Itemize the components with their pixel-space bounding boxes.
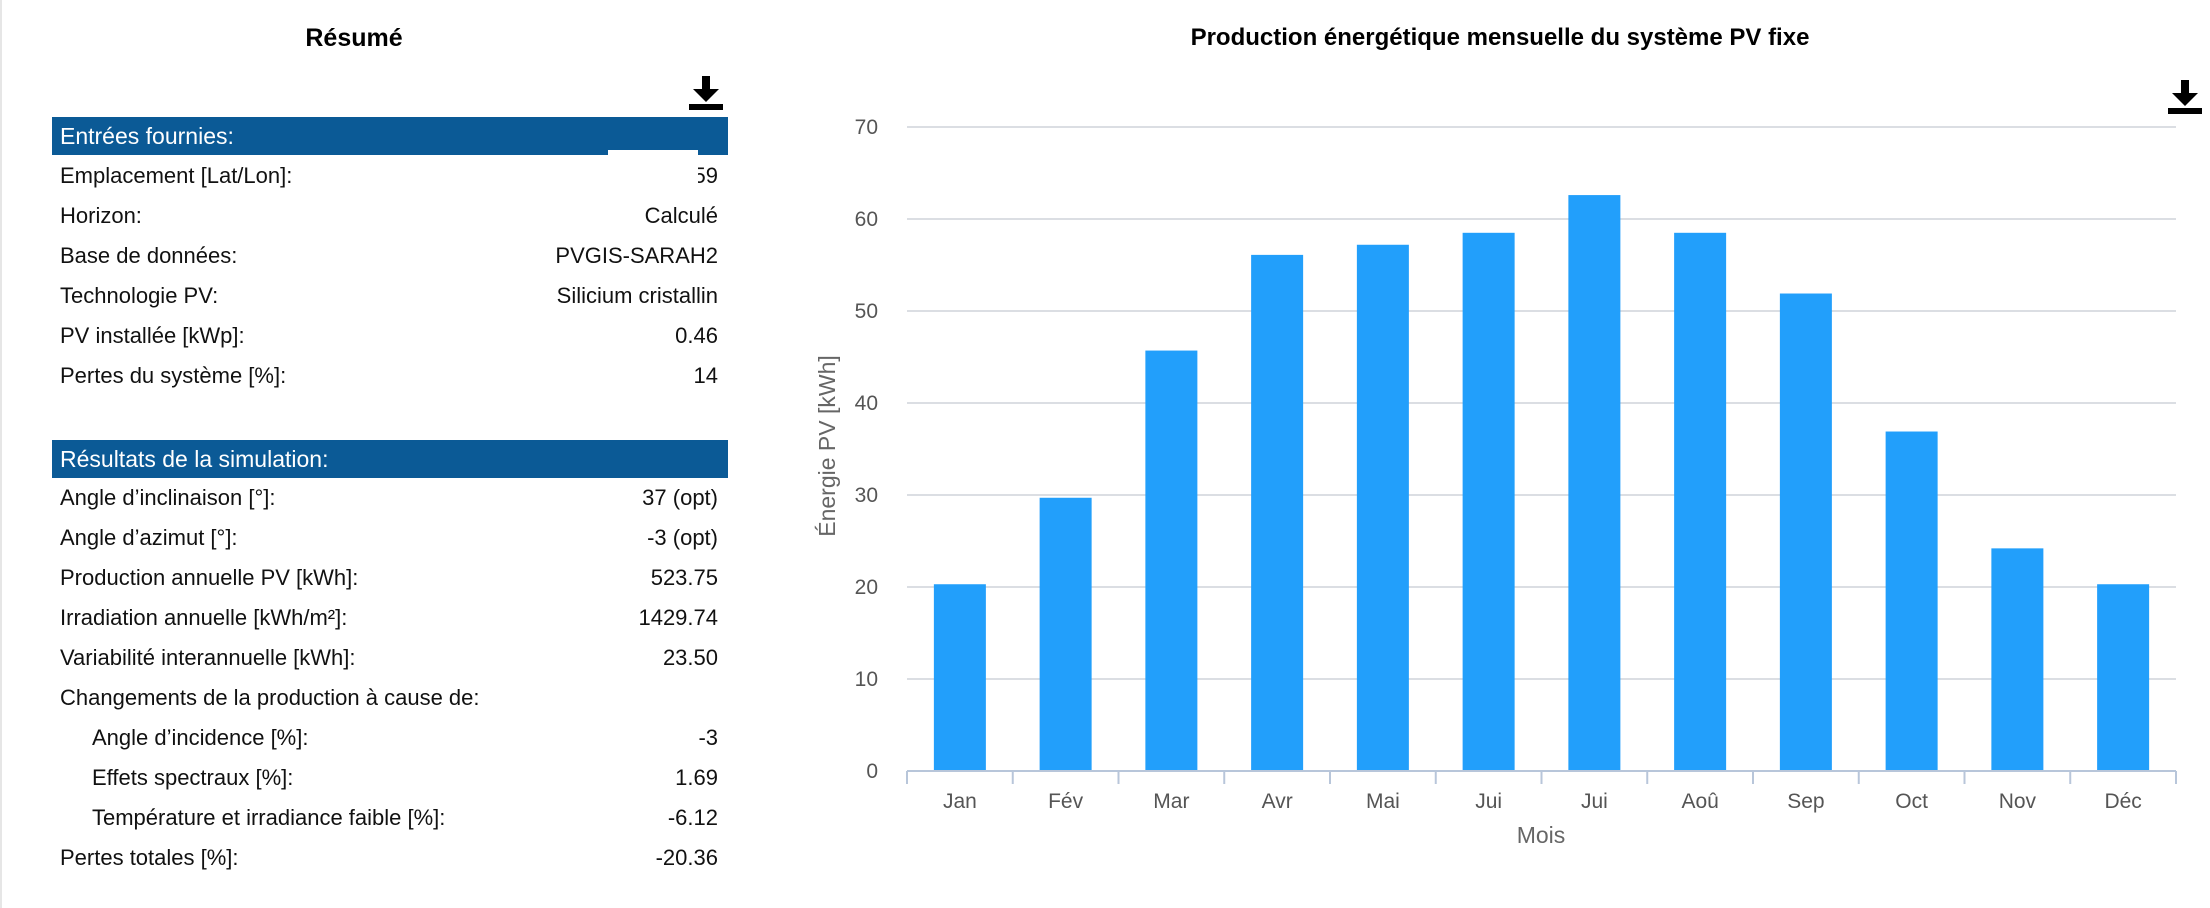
y-tick-label: 20 xyxy=(855,576,878,599)
y-tick-label: 70 xyxy=(855,116,878,139)
row-label: Variabilité interannuelle [kWh]: xyxy=(60,645,356,670)
chart-download-button[interactable] xyxy=(2168,80,2202,116)
row-label: Horizon: xyxy=(60,203,142,228)
panel-left-border xyxy=(0,0,2,908)
summary-row: Pertes du système [%]: 14 xyxy=(52,356,718,396)
summary-row: Technologie PV: Silicium cristallin xyxy=(52,276,718,316)
row-label: Emplacement [Lat/Lon]: xyxy=(60,163,293,188)
summary-row: Horizon: Calculé xyxy=(52,196,718,236)
row-label: Changements de la production à cause de: xyxy=(60,685,480,710)
summary-row: Production annuelle PV [kWh]: 523.75 xyxy=(52,558,718,598)
row-value: 1.69 xyxy=(675,765,718,790)
x-axis-title: Mois xyxy=(1517,822,1566,848)
summary-download-button[interactable] xyxy=(689,76,723,112)
bar-7[interactable] xyxy=(1568,195,1621,771)
x-tick-label: Oct xyxy=(1895,790,1928,813)
download-icon xyxy=(2168,80,2202,114)
row-label: Base de données: xyxy=(60,243,238,268)
row-value: 37 (opt) xyxy=(642,485,718,510)
bar-1[interactable] xyxy=(933,584,986,771)
bar-3[interactable] xyxy=(1145,350,1198,771)
bar-10[interactable] xyxy=(1885,431,1938,771)
x-tick-label: Déc xyxy=(2104,790,2141,813)
summary-row: Variabilité interannuelle [kWh]: 23.50 xyxy=(52,638,718,678)
summary-row: Angle d’incidence [%]: -3 xyxy=(52,718,718,758)
summary-row: PV installée [kWp]: 0.46 xyxy=(52,316,718,356)
summary-row: Pertes totales [%]: -20.36 xyxy=(52,838,718,878)
row-label: Température et irradiance faible [%]: xyxy=(92,805,446,830)
y-tick-label: 10 xyxy=(855,668,878,691)
summary-row: Angle d’inclinaison [°]: 37 (opt) xyxy=(52,478,718,518)
row-label: Pertes du système [%]: xyxy=(60,363,287,388)
download-icon xyxy=(689,76,723,110)
row-value: 523.75 xyxy=(650,565,718,590)
bar-2[interactable] xyxy=(1039,497,1092,771)
bar-9[interactable] xyxy=(1779,293,1832,771)
row-label: Irradiation annuelle [kWh/m²]: xyxy=(60,605,348,630)
x-tick-label: Sep xyxy=(1787,790,1824,813)
row-label: Production annuelle PV [kWh]: xyxy=(60,565,359,590)
row-value: -3 xyxy=(698,725,718,750)
y-tick-label: 30 xyxy=(855,484,878,507)
summary-row: Effets spectraux [%]: 1.69 xyxy=(52,758,718,798)
row-label: Angle d’inclinaison [°]: xyxy=(60,485,276,510)
y-tick-label: 50 xyxy=(855,300,878,323)
summary-row: Changements de la production à cause de: xyxy=(52,678,718,718)
row-value: 0.46 xyxy=(675,323,718,348)
row-value: Silicium cristallin xyxy=(556,283,718,308)
results-section-header: Résultats de la simulation: xyxy=(52,440,728,478)
y-tick-label: 40 xyxy=(855,392,878,415)
row-value: 1429.74 xyxy=(638,605,718,630)
summary-panel: Résumé Entrées fournies: Emplacement [La… xyxy=(52,0,728,908)
y-tick-label: 0 xyxy=(866,760,878,783)
row-value: -3 (opt) xyxy=(647,525,718,550)
x-tick-label: Nov xyxy=(1999,790,2037,813)
x-tick-label: Avr xyxy=(1262,790,1293,813)
redaction-mask xyxy=(608,150,698,194)
summary-row: Température et irradiance faible [%]: -6.… xyxy=(52,798,718,838)
row-value: 14 xyxy=(693,363,718,388)
row-label: Technologie PV: xyxy=(60,283,219,308)
summary-row: Base de données: PVGIS-SARAH2 xyxy=(52,236,718,276)
row-label: Angle d’azimut [°]: xyxy=(60,525,238,550)
row-value: PVGIS-SARAH2 xyxy=(555,243,718,268)
x-tick-label: Aoû xyxy=(1681,790,1718,813)
summary-row: Irradiation annuelle [kWh/m²]: 1429.74 xyxy=(52,598,718,638)
row-value: Calculé xyxy=(644,203,718,228)
bar-4[interactable] xyxy=(1251,254,1304,771)
row-label: PV installée [kWp]: xyxy=(60,323,245,348)
row-value: 23.50 xyxy=(662,645,718,670)
x-tick-label: Jan xyxy=(943,790,977,813)
bar-12[interactable] xyxy=(2097,584,2150,771)
row-value: -6.12 xyxy=(667,805,718,830)
row-value: -20.36 xyxy=(655,845,718,870)
row-label: Effets spectraux [%]: xyxy=(92,765,294,790)
bar-5[interactable] xyxy=(1356,244,1409,771)
y-tick-label: 60 xyxy=(855,208,878,231)
row-label: Pertes totales [%]: xyxy=(60,845,239,870)
x-tick-label: Mai xyxy=(1366,790,1400,813)
summary-title: Résumé xyxy=(305,24,403,52)
summary-row: Angle d’azimut [°]: -3 (opt) xyxy=(52,518,718,558)
x-tick-label: Mar xyxy=(1153,790,1189,813)
summary-row: Emplacement [Lat/Lon]:47. 59 xyxy=(52,156,718,196)
bar-6[interactable] xyxy=(1462,232,1515,772)
bar-8[interactable] xyxy=(1674,232,1727,772)
y-axis-title: Énergie PV [kWh] xyxy=(814,355,840,537)
x-tick-label: Fév xyxy=(1048,790,1084,813)
chart-title: Production énergétique mensuelle du syst… xyxy=(1190,24,1810,51)
row-label: Angle d’incidence [%]: xyxy=(92,725,309,750)
bar-11[interactable] xyxy=(1991,548,2044,771)
x-tick-label: Jui xyxy=(1475,790,1502,813)
inputs-section-header: Entrées fournies: xyxy=(52,117,728,155)
x-tick-label: Jui xyxy=(1581,790,1608,813)
